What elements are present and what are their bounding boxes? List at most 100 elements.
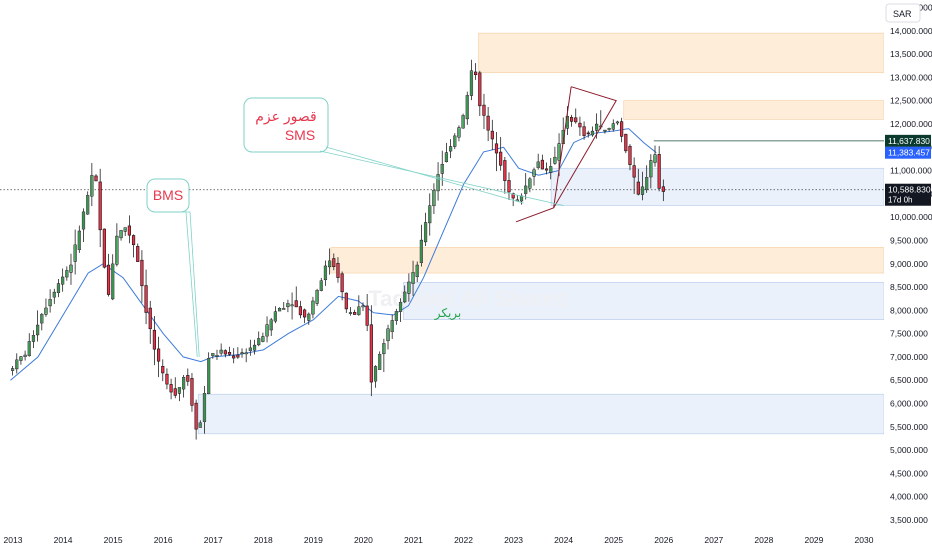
candle[interactable] <box>499 136 503 171</box>
candle[interactable] <box>461 113 465 129</box>
candle[interactable] <box>202 386 207 434</box>
candles-layer[interactable] <box>10 59 665 440</box>
candle[interactable] <box>290 292 294 320</box>
candle[interactable] <box>482 93 486 130</box>
candle[interactable] <box>398 298 403 322</box>
candle[interactable] <box>361 302 365 312</box>
candle[interactable] <box>645 165 649 193</box>
candle[interactable] <box>365 293 369 332</box>
x-axis[interactable]: 2013 2014 2015 2016 2017 2018 2019 2020 2021 2022… <box>0 530 884 550</box>
candle[interactable] <box>340 271 344 301</box>
candle[interactable] <box>620 117 624 143</box>
candle[interactable] <box>344 292 348 313</box>
candle[interactable] <box>315 288 319 306</box>
candle[interactable] <box>549 158 553 180</box>
candle[interactable] <box>415 261 419 283</box>
candle[interactable] <box>640 171 645 201</box>
candle[interactable] <box>156 336 161 378</box>
candle[interactable] <box>649 154 653 189</box>
candle[interactable] <box>411 260 415 296</box>
candle[interactable] <box>469 59 474 101</box>
candle[interactable] <box>52 288 56 304</box>
candle[interactable] <box>277 307 282 312</box>
candle[interactable] <box>382 338 386 373</box>
candle[interactable] <box>15 353 19 374</box>
candle[interactable] <box>81 208 86 243</box>
candle[interactable] <box>94 174 98 182</box>
candle[interactable] <box>115 223 119 267</box>
candle[interactable] <box>23 350 27 361</box>
candle[interactable] <box>144 269 148 325</box>
candle[interactable] <box>574 108 578 124</box>
candle[interactable] <box>252 339 257 355</box>
candle[interactable] <box>131 234 136 258</box>
candle[interactable] <box>190 373 194 412</box>
candle[interactable] <box>628 144 632 171</box>
candle[interactable] <box>524 173 528 200</box>
candle[interactable] <box>444 142 449 163</box>
candle[interactable] <box>386 324 390 350</box>
candle[interactable] <box>227 346 232 356</box>
candle[interactable] <box>169 378 173 400</box>
candle[interactable] <box>261 332 265 343</box>
candle[interactable] <box>511 192 515 207</box>
y-axis[interactable]: 14,500.00014,000.00013,500.00013,000.000… <box>884 0 932 550</box>
sms-callout-box[interactable] <box>243 97 329 153</box>
candle[interactable] <box>257 331 261 347</box>
candle[interactable] <box>378 351 382 370</box>
candle[interactable] <box>194 399 198 440</box>
candle[interactable] <box>102 228 106 269</box>
candle[interactable] <box>507 172 511 200</box>
candle[interactable] <box>478 70 482 116</box>
candle[interactable] <box>211 353 215 359</box>
candle[interactable] <box>165 368 169 390</box>
candle[interactable] <box>373 365 378 388</box>
candle[interactable] <box>486 107 490 142</box>
candle[interactable] <box>269 317 273 337</box>
candle[interactable] <box>152 315 157 366</box>
candle[interactable] <box>636 168 640 196</box>
candle[interactable] <box>457 125 461 142</box>
candle[interactable] <box>328 248 332 275</box>
candle[interactable] <box>232 348 236 364</box>
candle[interactable] <box>394 308 398 325</box>
candle[interactable] <box>223 349 227 358</box>
candle[interactable] <box>44 298 48 317</box>
candle[interactable] <box>390 314 394 339</box>
candle[interactable] <box>140 250 144 303</box>
candle[interactable] <box>198 420 202 428</box>
candle[interactable] <box>10 365 15 376</box>
candle[interactable] <box>432 183 436 215</box>
candle[interactable] <box>136 243 140 262</box>
candle[interactable] <box>244 348 248 363</box>
annotations-layer[interactable]: BMS قصور عزم SMS بريكر <box>146 86 617 357</box>
candle[interactable] <box>407 273 411 302</box>
bms-callout-box[interactable] <box>146 178 190 213</box>
candle[interactable] <box>369 305 373 397</box>
candle[interactable] <box>336 257 340 283</box>
candle[interactable] <box>236 347 240 359</box>
candle[interactable] <box>265 316 269 343</box>
candle[interactable] <box>240 348 244 358</box>
candle[interactable] <box>323 260 328 286</box>
candle[interactable] <box>311 296 315 319</box>
candle[interactable] <box>73 229 77 275</box>
candle[interactable] <box>31 330 36 349</box>
candle[interactable] <box>302 308 307 324</box>
candle[interactable] <box>65 266 69 281</box>
candle[interactable] <box>307 312 311 325</box>
candle[interactable] <box>298 300 303 319</box>
candle[interactable] <box>48 289 52 313</box>
pattern-triangle-edge[interactable] <box>553 86 572 208</box>
candle[interactable] <box>436 162 440 201</box>
candle[interactable] <box>353 309 357 315</box>
candle[interactable] <box>465 91 469 125</box>
candle[interactable] <box>161 359 165 382</box>
candle[interactable] <box>119 229 123 241</box>
candle[interactable] <box>98 168 102 248</box>
candle[interactable] <box>632 157 636 194</box>
candle[interactable] <box>111 254 115 301</box>
candle[interactable] <box>569 114 574 127</box>
candle[interactable] <box>177 387 182 402</box>
